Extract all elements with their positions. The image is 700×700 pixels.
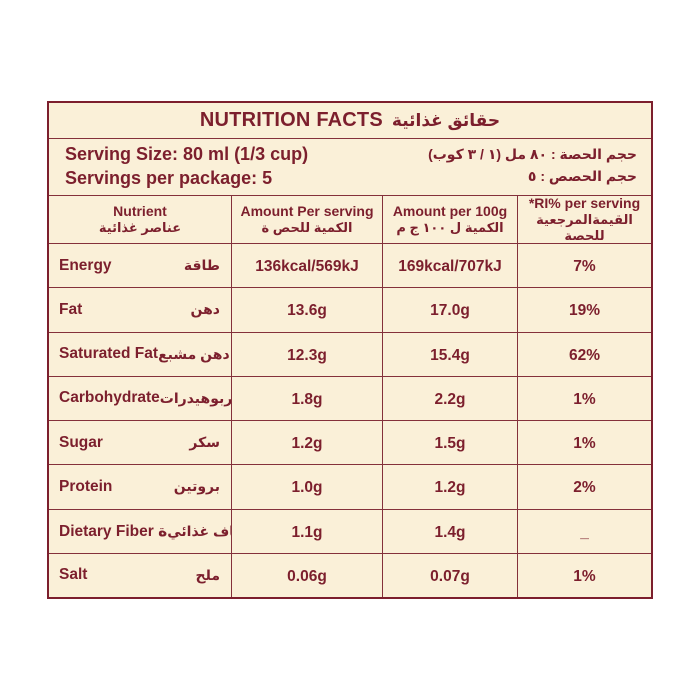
protein-per-100g: 1.2g [382, 464, 517, 509]
dietary-fiber-per-100g: 1.4g [382, 508, 517, 553]
row-label-en: Energy [59, 256, 112, 274]
label-title: NUTRITION FACTS حقائق غذائية [49, 103, 651, 138]
row-label-saturated-fat: Saturated Fat دهن مشبع [49, 331, 231, 376]
dietary-fiber-ri: _ [517, 508, 651, 553]
fat-per-100g: 17.0g [382, 287, 517, 332]
row-label-en: Protein [59, 477, 113, 495]
protein-ri: 2% [517, 464, 651, 509]
dietary-fiber-per-serving: 1.1g [231, 508, 382, 553]
col-header-per-100g-en: Amount per 100g [392, 202, 508, 219]
col-header-per-serving: Amount Per serving الكمية للحص ة [231, 195, 382, 243]
row-label-ar: الياف غذائي [167, 522, 231, 539]
carbohydrate-ri: 1% [517, 375, 651, 420]
saturated-fat-per-serving: 12.3g [231, 331, 382, 376]
servings-per-package-line-ar: حجم الحصص : ٥ [527, 168, 637, 184]
col-header-ri: *RI% per serving القيمةالمرجعية للحصة [517, 195, 651, 243]
col-header-per-serving-ar: الكمية للحص ة [261, 220, 353, 236]
row-label-en: Carbohydrate [59, 389, 160, 407]
carbohydrate-per-100g: 2.2g [382, 375, 517, 420]
energy-per-serving: 136kcal/569kJ [231, 243, 382, 288]
row-label-ar: دهن [190, 301, 221, 318]
row-label-fat: Fat دهن [49, 287, 231, 331]
row-label-carbohydrate: Carbohydrate كربوهيدرات [49, 375, 231, 420]
col-header-per-100g-ar: الكمية ل ١٠٠ ج م [396, 220, 504, 236]
serving-size-line-en: Serving Size: 80 ml (1/3 cup) [65, 143, 309, 164]
row-label-ar: بروتين [173, 478, 220, 495]
row-label-ar: سكر [189, 434, 220, 451]
row-label-ar: ملح [195, 566, 220, 583]
row-label-ar: دهن مشبع [158, 345, 230, 362]
sugar-ri: 1% [517, 420, 651, 465]
nutrition-facts-label: NUTRITION FACTS حقائق غذائية Serving Siz… [47, 101, 653, 599]
col-header-nutrient-ar: عناصر غذائية [98, 220, 182, 236]
serving-info: Serving Size: 80 ml (1/3 cup) Servings p… [49, 138, 651, 195]
salt-per-100g: 0.07g [382, 552, 517, 597]
row-label-dietary-fiber: Dietary Fiber ة الياف غذائي [49, 508, 231, 553]
sugar-per-serving: 1.2g [231, 420, 382, 465]
col-header-per-serving-en: Amount Per serving [240, 202, 374, 219]
row-label-energy: Energy طاقة [49, 243, 231, 287]
serving-size-line-ar: حجم الحصة : ٨٠ مل (١ / ٣ كوب) [428, 146, 637, 163]
energy-per-100g: 169kcal/707kJ [382, 243, 517, 288]
salt-per-serving: 0.06g [231, 552, 382, 597]
row-label-en: Dietary Fiber ة [59, 522, 168, 540]
row-label-en: Sugar [59, 433, 103, 451]
col-header-per-100g: Amount per 100g الكمية ل ١٠٠ ج م [382, 195, 517, 243]
serving-info-english: Serving Size: 80 ml (1/3 cup) Servings p… [65, 142, 308, 191]
serving-info-arabic: حجم الحصة : ٨٠ مل (١ / ٣ كوب) حجم الحصص … [428, 144, 637, 187]
title-english: NUTRITION FACTS [199, 109, 383, 131]
salt-ri: 1% [517, 552, 651, 597]
nutrition-table: Nutrient عناصر غذائية Amount Per serving… [49, 195, 651, 597]
row-label-en: Salt [59, 566, 88, 584]
energy-ri: 7% [517, 243, 651, 288]
sugar-per-100g: 1.5g [382, 420, 517, 465]
protein-per-serving: 1.0g [231, 464, 382, 509]
fat-ri: 19% [517, 287, 651, 332]
saturated-fat-ri: 62% [517, 331, 651, 376]
row-label-salt: Salt ملح [49, 552, 231, 597]
fat-per-serving: 13.6g [231, 287, 382, 332]
col-header-nutrient-en: Nutrient [113, 202, 167, 219]
row-label-sugar: Sugar سكر [49, 420, 231, 464]
row-label-ar: كربوهيدرات [159, 389, 231, 406]
col-header-ri-en: *RI% per serving [528, 195, 641, 211]
col-header-nutrient: Nutrient عناصر غذائية [49, 195, 231, 243]
row-label-en: Saturated Fat [59, 345, 159, 363]
row-label-ar: طاقة [183, 257, 220, 274]
carbohydrate-per-serving: 1.8g [231, 375, 382, 420]
row-label-protein: Protein بروتين [49, 464, 231, 508]
title-arabic: حقائق غذائية [391, 110, 501, 130]
row-label-en: Fat [59, 300, 83, 318]
saturated-fat-per-100g: 15.4g [382, 331, 517, 376]
col-header-ri-ar: القيمةالمرجعية للحصة [536, 212, 633, 243]
servings-per-package-line-en: Servings per package: 5 [65, 168, 273, 188]
